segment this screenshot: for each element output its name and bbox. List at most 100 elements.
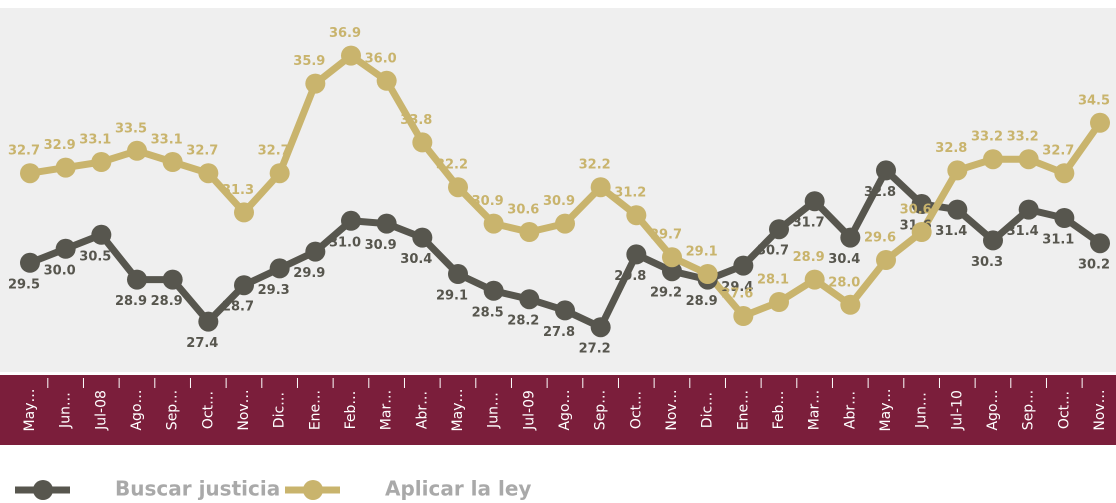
data-point: [198, 163, 219, 184]
data-point: [341, 45, 361, 66]
data-label: 29.5: [8, 277, 40, 292]
data-point: [269, 258, 290, 279]
data-point: [590, 317, 611, 338]
data-label: 30.9: [472, 194, 504, 209]
data-label: 29.4: [721, 280, 753, 295]
data-point: [876, 250, 896, 270]
data-label: 29.3: [258, 283, 290, 298]
data-point: [20, 252, 40, 273]
data-point: [376, 70, 397, 91]
data-label: 31.4: [935, 224, 967, 239]
x-tick-label: Ene…: [735, 390, 751, 430]
data-point: [234, 275, 254, 296]
x-tick-label: May…: [22, 389, 38, 432]
data-label: 32.7: [1042, 144, 1074, 159]
data-point: [1054, 163, 1075, 184]
data-label: 31.7: [793, 216, 825, 231]
data-label: 36.0: [365, 51, 397, 66]
data-point: [804, 191, 825, 212]
x-tick-label: Oct…: [200, 391, 216, 429]
data-point: [733, 306, 754, 326]
data-label: 33.1: [79, 133, 111, 148]
data-point: [555, 300, 575, 321]
x-tick-label: Abr…: [842, 391, 858, 429]
data-label: 27.4: [186, 336, 218, 351]
data-label: 28.5: [472, 305, 504, 320]
data-point: [483, 213, 504, 234]
legend-marker: [33, 480, 53, 500]
data-point: [91, 152, 112, 172]
data-point: [733, 255, 754, 276]
data-label: 27.6: [721, 287, 753, 302]
data-label: 30.2: [1078, 258, 1110, 273]
data-point: [269, 163, 290, 184]
x-tick-label: Jul-10: [949, 390, 965, 431]
x-tick-label: Jun…: [914, 392, 930, 429]
data-label: 35.9: [293, 54, 325, 69]
data-point: [127, 269, 147, 290]
data-label: 36.9: [329, 26, 361, 41]
data-point: [947, 160, 968, 181]
data-point: [840, 294, 861, 315]
data-point: [590, 177, 611, 198]
x-tick-label: Mar…: [379, 390, 395, 430]
data-point: [840, 227, 861, 248]
data-label: 29.6: [864, 231, 896, 246]
data-label: 30.9: [365, 238, 397, 253]
data-label: 30.4: [400, 252, 432, 267]
category-band: [0, 375, 1116, 445]
data-point: [1054, 208, 1075, 228]
data-label: 32.2: [436, 158, 468, 173]
data-label: 28.9: [151, 294, 183, 309]
data-label: 32.7: [8, 144, 40, 159]
data-point: [234, 202, 254, 223]
data-point: [769, 292, 789, 312]
data-label: 32.8: [935, 141, 967, 156]
x-tick-label: Ago…: [129, 389, 145, 430]
data-point: [162, 152, 183, 172]
data-point: [376, 213, 397, 234]
data-label: 29.2: [650, 286, 682, 301]
data-point: [1018, 199, 1039, 220]
data-label: 33.2: [1007, 130, 1039, 145]
x-tick-label: Feb…: [771, 391, 787, 430]
data-label: 33.1: [151, 133, 183, 148]
legend-label: Buscar justicia: [115, 477, 280, 501]
data-label: 28.7: [222, 300, 254, 315]
data-point: [983, 230, 1003, 251]
data-label: 30.7: [757, 244, 789, 259]
x-tick-label: May…: [878, 389, 894, 432]
data-label: 31.3: [222, 183, 254, 198]
data-point: [769, 219, 789, 240]
x-tick-label: Feb…: [343, 391, 359, 430]
data-point: [983, 149, 1003, 170]
data-point: [91, 224, 112, 245]
data-point: [804, 269, 825, 290]
x-tick-label: Mar…: [807, 390, 823, 430]
data-label: 32.2: [579, 158, 611, 173]
data-point: [626, 244, 647, 265]
data-point: [1090, 112, 1110, 133]
data-label: 32.7: [186, 144, 218, 159]
x-tick-label: Sep…: [165, 390, 181, 430]
data-point: [305, 241, 326, 262]
data-point: [341, 210, 361, 231]
x-tick-label: Nov…: [1092, 389, 1108, 430]
data-label: 33.5: [115, 121, 147, 136]
data-point: [1090, 233, 1110, 254]
x-tick-label: Oct…: [1056, 391, 1072, 429]
data-label: 30.9: [543, 194, 575, 209]
data-label: 28.9: [793, 250, 825, 265]
x-tick-label: Dic…: [700, 392, 716, 428]
x-tick-label: Jul-09: [521, 390, 537, 431]
data-point: [305, 73, 326, 94]
data-label: 30.6: [507, 203, 539, 218]
data-point: [1018, 149, 1039, 170]
data-label: 28.9: [115, 294, 147, 309]
data-point: [412, 227, 433, 248]
data-point: [55, 238, 76, 259]
data-point: [412, 132, 433, 153]
x-tick-label: Jun…: [486, 392, 502, 429]
